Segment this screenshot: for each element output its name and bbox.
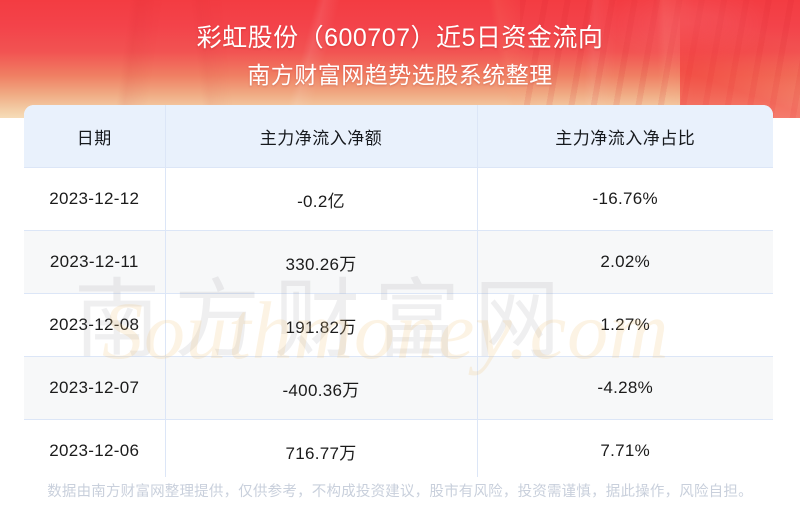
cell-date: 2023-12-11 [24, 230, 166, 294]
page-title: 彩虹股份（600707）近5日资金流向 [196, 24, 604, 52]
table-header: 日期 主力净流入净额 主力净流入净占比 [24, 105, 773, 168]
cell-date-value: 2023-12-06 [49, 441, 140, 460]
cell-date: 2023-12-08 [24, 293, 166, 357]
cell-date-value: 2023-12-07 [49, 378, 140, 397]
cell-net-ratio: -16.76% [477, 167, 773, 231]
cell-net-amount: -400.36万 [165, 356, 478, 420]
cell-date: 2023-12-07 [24, 356, 166, 420]
table-row: 2023-12-11 330.26万 2.02% [24, 230, 773, 294]
fund-flow-table: 日期 主力净流入净额 主力净流入净占比 2023-12-12 - [24, 105, 773, 477]
cell-date-value: 2023-12-08 [49, 315, 140, 334]
fund-flow-card: 南方财富网 Southmoney.com 日期 主力净流入净额 主力净流入净占比 [24, 105, 773, 477]
table-row: 2023-12-06 716.77万 7.71% [24, 419, 773, 477]
cell-net-amount: 330.26万 [165, 230, 478, 294]
table-row: 2023-12-08 191.82万 1.27% [24, 293, 773, 357]
table-row: 2023-12-12 -0.2亿 -16.76% [24, 167, 773, 231]
column-header-net-amount-label: 主力净流入净额 [259, 128, 383, 148]
cell-net-ratio: -4.28% [477, 356, 773, 420]
cell-date-value: 2023-12-11 [49, 252, 139, 271]
column-header-net-amount: 主力净流入净额 [165, 105, 478, 168]
table-header-row: 日期 主力净流入净额 主力净流入净占比 [24, 105, 773, 168]
cell-date: 2023-12-12 [24, 167, 166, 231]
cell-date: 2023-12-06 [24, 419, 166, 477]
cell-date-value: 2023-12-12 [49, 189, 140, 208]
cell-net-ratio-value: 1.27% [600, 315, 651, 334]
cell-net-amount: 716.77万 [165, 419, 478, 477]
page-subtitle: 南方财富网趋势选股系统整理 [247, 62, 553, 88]
table-body: 2023-12-12 -0.2亿 -16.76% 2023-12-11 330.… [24, 167, 773, 477]
header-banner: 彩虹股份（600707）近5日资金流向 南方财富网趋势选股系统整理 [0, 0, 800, 118]
cell-net-amount-value: 716.77万 [285, 443, 357, 463]
column-header-net-ratio-label: 主力净流入净占比 [555, 128, 696, 148]
cell-net-amount: -0.2亿 [165, 167, 478, 231]
cell-net-ratio: 2.02% [477, 230, 773, 294]
cell-net-ratio-value: -4.28% [597, 378, 654, 397]
column-header-date: 日期 [24, 105, 166, 168]
cell-net-amount-value: -400.36万 [282, 380, 360, 400]
banner-corner-wedge [680, 0, 800, 118]
banner-skyline-texture [0, 0, 800, 118]
cell-net-amount-value: 191.82万 [285, 317, 357, 337]
cell-net-ratio-value: -16.76% [592, 189, 658, 208]
footer-disclaimer: 数据由南方财富网整理提供，仅供参考，不构成投资建议，股市有风险，投资需谨慎，据此… [47, 484, 753, 500]
column-header-date-label: 日期 [76, 128, 112, 148]
cell-net-ratio: 1.27% [477, 293, 773, 357]
cell-net-amount-value: -0.2亿 [297, 191, 345, 211]
cell-net-amount-value: 330.26万 [285, 254, 357, 274]
cell-net-amount: 191.82万 [165, 293, 478, 357]
cell-net-ratio-value: 7.71% [600, 441, 651, 460]
table-row: 2023-12-07 -400.36万 -4.28% [24, 356, 773, 420]
cell-net-ratio-value: 2.02% [600, 252, 651, 271]
cell-net-ratio: 7.71% [477, 419, 773, 477]
column-header-net-ratio: 主力净流入净占比 [477, 105, 773, 168]
